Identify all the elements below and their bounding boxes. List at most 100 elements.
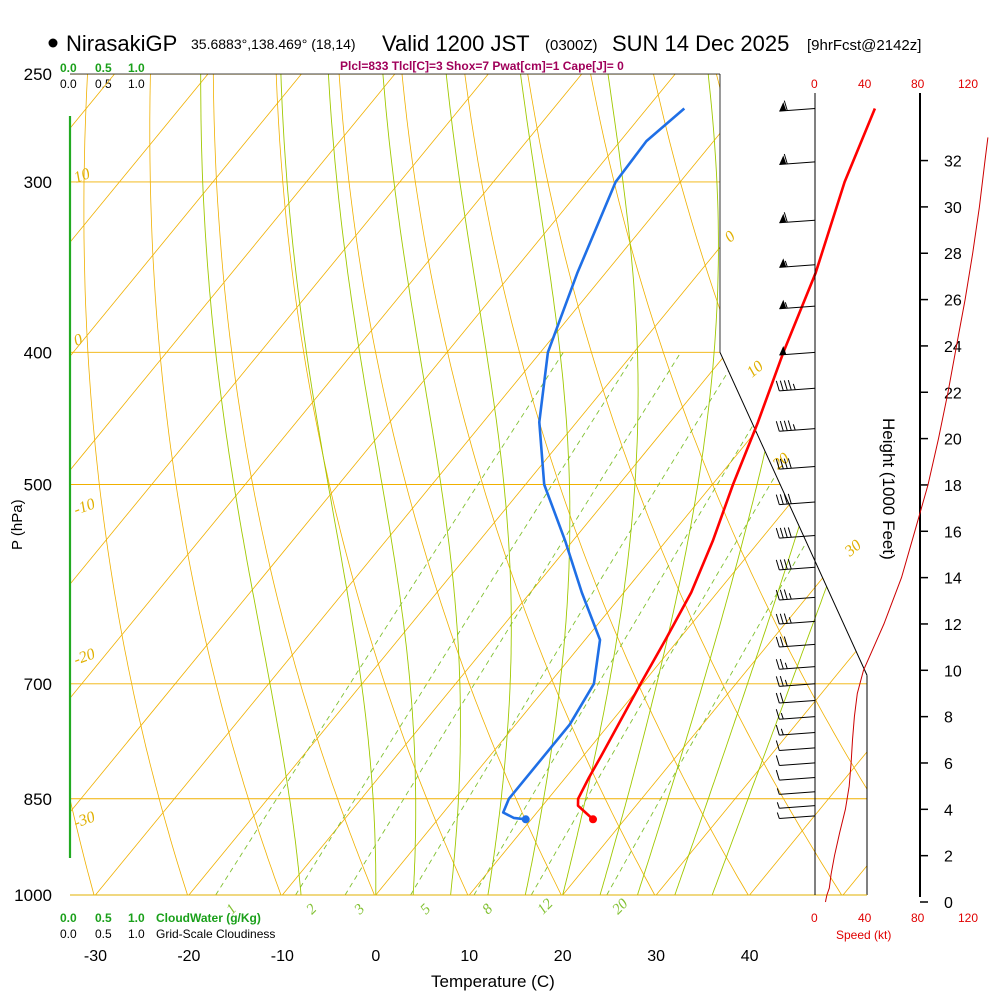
wind-barb — [779, 566, 816, 571]
wind-barb — [779, 535, 816, 539]
wind-barb-flag — [787, 559, 792, 570]
top-cloudwater-2: 1.0 — [128, 61, 145, 75]
dry-adiabat-line — [83, 74, 188, 895]
height-tick-label: 20 — [944, 432, 962, 449]
height-tick-label: 14 — [944, 571, 962, 588]
temperature-tick-label: -30 — [84, 948, 107, 965]
wind-barb — [779, 465, 816, 470]
station-coords: 35.6883°,138.469° (18,14) — [191, 36, 356, 52]
top-cloudiness-0: 0.0 — [60, 77, 77, 91]
temperature-tick-label: -10 — [271, 948, 294, 965]
y-axis-title: P (hPa) — [9, 499, 26, 550]
dry-adiabat-line — [275, 74, 469, 895]
plot-right-slant-border — [719, 352, 868, 676]
station-name: NirasakiGP — [66, 31, 177, 56]
wind-barb-half-flag — [776, 812, 780, 819]
wind-barb — [779, 731, 816, 736]
speed-profile-line — [825, 137, 989, 903]
isotherm-line — [70, 74, 676, 895]
wind-barb-half-flag — [788, 593, 792, 600]
wind-barb-flag — [787, 527, 792, 538]
wind-barb-flag — [787, 379, 792, 391]
cloudiness-label: Grid-Scale Cloudiness — [156, 927, 275, 941]
wind-barb — [779, 747, 816, 751]
moist-adiabat-line — [562, 74, 639, 895]
height-tick-label: 12 — [944, 617, 962, 634]
isotherm-line — [70, 74, 396, 895]
isotherm-line — [749, 74, 867, 895]
wind-barb-half-flag — [776, 802, 780, 809]
temperature-tick-label: 20 — [554, 948, 572, 965]
isotherm-line — [70, 74, 489, 895]
wind-barb-flag — [775, 494, 780, 505]
wind-barb-flag — [779, 692, 784, 703]
wind-barb-half-flag — [788, 617, 792, 624]
dry-adiabat-label: 10 — [744, 358, 767, 381]
wind-barb-flag — [783, 589, 788, 600]
height-tick-label: 26 — [944, 293, 962, 310]
dry-adiabat-label: -30 — [72, 808, 98, 831]
height-tick-label: 8 — [944, 710, 953, 727]
moist-adiabat-line — [327, 74, 417, 895]
dry-adiabat-line — [968, 74, 1000, 895]
mixing-ratio-line — [215, 352, 564, 895]
wind-barb-flag — [779, 675, 784, 687]
wind-barb-flag — [775, 724, 780, 736]
dry-adiabat-label: 30 — [841, 537, 865, 561]
isotherm-line — [70, 74, 302, 895]
wind-barb-half-flag — [792, 424, 796, 431]
wind-barb — [779, 791, 816, 795]
temperature-tick-label: 10 — [460, 948, 478, 965]
wind-barb-pennant — [779, 299, 787, 309]
wind-barb-flag — [775, 421, 780, 432]
mixing-ratio-line — [344, 352, 682, 895]
mixing-ratio-line — [473, 352, 798, 895]
temperature-tick-label: 40 — [741, 948, 759, 965]
height-tick-label: 28 — [944, 246, 962, 263]
isotherm-line — [655, 74, 867, 895]
pressure-tick-label: 250 — [24, 65, 52, 84]
temperature-tick-label: 30 — [647, 948, 665, 965]
dry-adiabat-label: 10 — [72, 165, 93, 186]
x-axis-title: Temperature (C) — [431, 972, 555, 991]
wind-barb-flag — [783, 100, 788, 111]
isotherm-line — [70, 74, 209, 895]
bottom-cloudwater-0: 0.0 — [60, 911, 77, 925]
speed-axis-label: Speed (kt) — [836, 928, 891, 942]
dry-adiabat-line — [149, 74, 282, 895]
valid-time: Valid 1200 JST — [382, 31, 530, 56]
wind-barb — [779, 762, 816, 766]
pressure-tick-label: 850 — [24, 790, 52, 809]
mixing-ratio-line — [295, 352, 637, 895]
wind-barb-pennant — [779, 258, 787, 268]
dry-adiabat-line — [212, 74, 375, 895]
temperature-tick-label: 0 — [371, 948, 380, 965]
station-marker-icon — [48, 38, 58, 48]
top-cloudwater-0: 0.0 — [60, 61, 77, 75]
wind-barb — [779, 716, 816, 720]
height-tick-label: 18 — [944, 478, 962, 495]
wind-barb-flag — [783, 613, 788, 624]
cloudwater-label: CloudWater (g/Kg) — [156, 911, 261, 925]
bottom-speed-3: 120 — [958, 911, 978, 925]
isotherm-line — [562, 74, 867, 895]
wind-barb-flag — [775, 740, 780, 751]
dry-adiabat-line — [401, 74, 656, 895]
wind-barb — [779, 666, 816, 670]
wind-barb-flag — [775, 769, 780, 781]
moist-adiabat-line — [445, 74, 512, 895]
top-cloudiness-1: 0.5 — [95, 77, 112, 91]
valid-zulu: (0300Z) — [545, 37, 598, 54]
top-speed-3: 120 — [958, 77, 978, 91]
moist-adiabat-line — [520, 74, 571, 895]
pressure-tick-label: 300 — [24, 173, 52, 192]
mixing-ratio-label: 8 — [480, 901, 497, 918]
isotherm-line — [95, 74, 769, 895]
wind-barb-flag — [779, 527, 784, 539]
wind-barb — [779, 596, 816, 601]
wind-barb — [779, 501, 816, 506]
mixing-ratio-line — [530, 352, 850, 895]
wind-barb-flag — [775, 527, 780, 539]
pressure-tick-label: 400 — [24, 343, 52, 362]
